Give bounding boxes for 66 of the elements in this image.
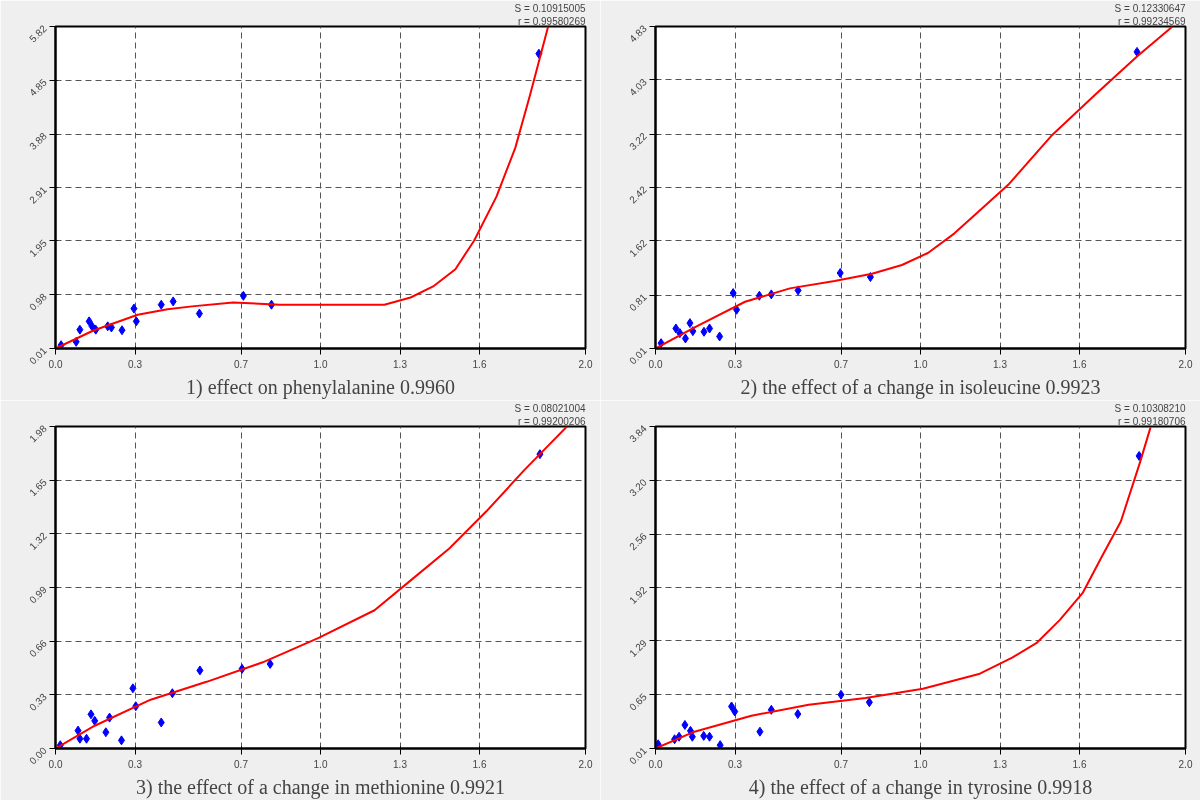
x-tick-label: 0.7 (234, 358, 249, 370)
text: r = 0.99580269 (517, 15, 586, 27)
x-tick-label: 0.0 (48, 358, 63, 370)
x-tick-label: 0.3 (728, 358, 743, 370)
text: S = 0.10915005 (514, 2, 586, 14)
y-tick-label: 1.65 (27, 476, 50, 499)
y-tick-label: 1.98 (27, 422, 50, 445)
x-tick-label: 1.3 (993, 758, 1008, 770)
x-tick-label: 1.6 (1072, 358, 1087, 370)
x-tick-label: 0.0 (648, 758, 663, 770)
y-tick-label: 0.01 (27, 344, 50, 367)
y-tick-label: 3.22 (627, 130, 650, 153)
y-tick-label: 0.98 (27, 290, 50, 313)
y-tick-label: 3.88 (27, 130, 50, 153)
y-tick-label: 0.01 (627, 744, 650, 767)
y-tick-label: 0.99 (27, 583, 50, 606)
x-tick-label: 0.0 (48, 758, 63, 770)
x-tick-label: 2.0 (578, 758, 593, 770)
x-tick-label: 1.3 (393, 758, 408, 770)
y-tick-label: 3.20 (627, 476, 650, 499)
x-tick-label: 2.0 (578, 358, 593, 370)
x-tick-label: 1.3 (393, 358, 408, 370)
y-tick-label: 0.01 (627, 344, 650, 367)
x-tick-label: 1.0 (313, 758, 328, 770)
y-tick-label: 0.65 (627, 690, 650, 713)
x-tick-label: 2.0 (1178, 358, 1193, 370)
x-tick-label: 1.6 (472, 758, 487, 770)
annotation: r = 0.99234569 (1117, 15, 1186, 27)
x-tick-label: 1.6 (472, 358, 487, 370)
x-tick-label: 1.0 (313, 358, 328, 370)
y-tick-label: 0.81 (627, 291, 650, 314)
y-tick-label: 1.32 (27, 529, 50, 552)
text: S = 0.08021004 (514, 402, 586, 414)
text: r = 0.99200206 (517, 415, 586, 427)
text: S = 0.12330647 (1114, 2, 1186, 14)
y-tick-label: 3.84 (627, 422, 650, 445)
y-tick-label: 1.29 (627, 637, 650, 659)
y-tick-label: 0.33 (27, 690, 50, 713)
x-tick-label: 0.7 (834, 758, 849, 770)
x-tick-label: 0.3 (128, 758, 143, 770)
x-axis-title: 3) the effect of a change in methionine 0.9921 (136, 775, 505, 799)
y-tick-label: 2.91 (27, 183, 50, 206)
x-tick-label: 0.0 (648, 358, 663, 370)
y-tick-label: 1.92 (627, 584, 650, 606)
x-tick-label: 0.3 (128, 358, 143, 370)
y-tick-label: 4.83 (627, 22, 650, 45)
text: r = 0.99180706 (1117, 415, 1186, 427)
x-tick-label: 1.6 (1072, 758, 1087, 770)
x-axis-title: 4) the effect of a change in tyrosine 0.9918 (748, 775, 1093, 799)
text: S = 0.10308210 (1114, 402, 1186, 414)
x-tick-label: 2.0 (1178, 758, 1193, 770)
x-tick-label: 0.7 (834, 358, 849, 370)
y-tick-label: 4.85 (27, 76, 50, 99)
y-tick-label: 4.03 (627, 76, 650, 98)
y-tick-label: 5.82 (27, 22, 50, 45)
x-tick-label: 1.0 (913, 358, 928, 370)
y-tick-label: 0.66 (27, 637, 50, 660)
y-tick-label: 1.95 (27, 237, 50, 259)
x-tick-label: 1.3 (993, 358, 1008, 370)
x-tick-label: 0.7 (234, 758, 249, 770)
x-tick-label: 0.3 (728, 758, 743, 770)
y-tick-label: 1.62 (627, 237, 650, 259)
x-axis-title: 2) the effect of a change in isoleucine 0.9923 (740, 375, 1101, 399)
y-tick-label: 0.00 (27, 744, 50, 767)
x-axis-title: 1) effect on phenylalanine 0.9960 (186, 375, 455, 399)
x-tick-label: 1.0 (913, 758, 928, 770)
